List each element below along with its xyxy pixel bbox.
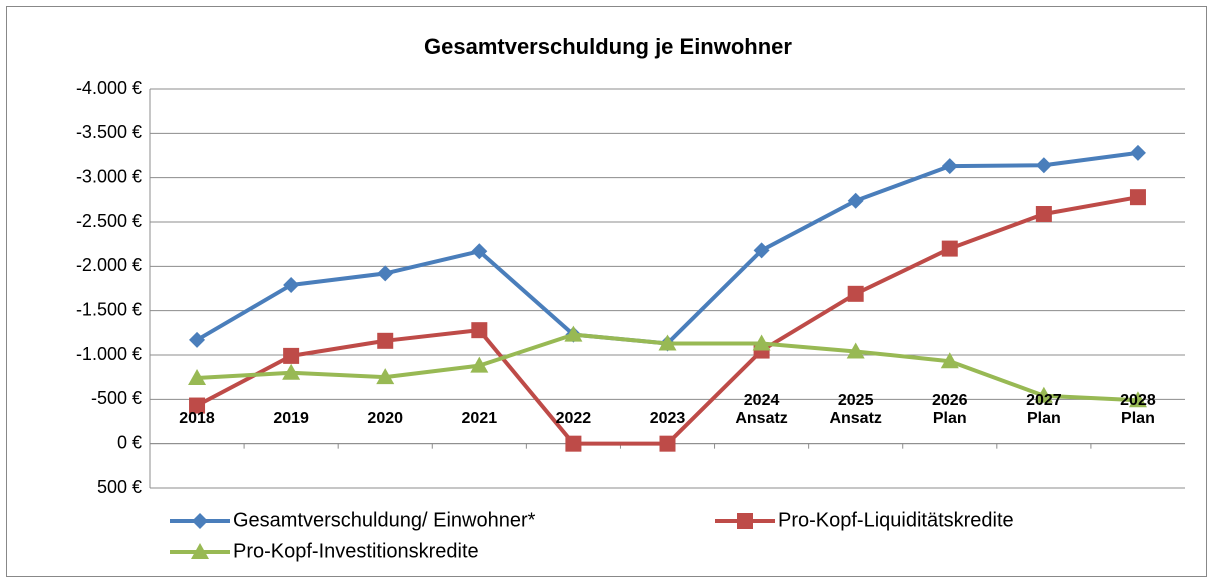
marker (941, 158, 958, 175)
x-tick-label: 2025 Ansatz (829, 391, 882, 427)
marker (188, 369, 207, 386)
marker (470, 356, 489, 373)
marker (283, 276, 300, 293)
x-tick-label: 2021 (461, 409, 498, 427)
marker (941, 240, 958, 257)
marker (1128, 391, 1147, 408)
y-tick-label: 0 € (117, 432, 142, 452)
y-tick-label: 500 € (97, 477, 142, 497)
marker (737, 513, 753, 529)
marker (940, 352, 959, 369)
y-tick-label: -2.500 € (76, 211, 142, 231)
marker (282, 363, 301, 380)
y-tick-label: -3.500 € (76, 122, 142, 142)
marker (376, 368, 395, 385)
marker (752, 334, 771, 351)
marker (659, 435, 676, 452)
chart-title: Gesamtverschuldung je Einwohner (424, 34, 792, 59)
marker (471, 322, 488, 339)
x-tick-label: 2018 (179, 409, 215, 427)
x-tick-label: 2020 (367, 409, 404, 427)
y-tick-label: -1.500 € (76, 299, 142, 319)
x-tick-label: 2023 (649, 409, 686, 427)
x-tick-label: 2019 (273, 409, 309, 427)
marker (1035, 157, 1052, 174)
y-tick-label: -2.000 € (76, 255, 142, 275)
chart-border (6, 6, 1207, 577)
y-tick-label: -500 € (91, 388, 142, 408)
legend-label: Pro-Kopf-Investitionskredite (233, 540, 479, 562)
marker (846, 342, 865, 359)
x-tick-label: 2027 Plan (1026, 391, 1062, 427)
x-tick-label: 2024 Ansatz (735, 391, 788, 427)
marker (1129, 144, 1146, 161)
marker (189, 397, 206, 414)
y-tick-label: -4.000 € (76, 78, 142, 98)
marker (283, 347, 300, 364)
legend-label: Pro-Kopf-Liquiditätskredite (778, 509, 1014, 531)
marker (847, 285, 864, 302)
marker (847, 192, 864, 209)
marker (565, 435, 582, 452)
marker (192, 513, 208, 529)
x-tick-label: 2022 (555, 409, 592, 427)
x-tick-label: 2026 Plan (931, 391, 968, 427)
marker (753, 242, 770, 259)
marker (471, 243, 488, 260)
marker (377, 265, 394, 282)
marker (1035, 206, 1052, 223)
x-tick-label: 2028 Plan (1120, 391, 1156, 427)
marker (1129, 189, 1146, 206)
marker (1034, 386, 1053, 403)
marker (564, 325, 583, 342)
marker (658, 334, 677, 351)
y-tick-label: -1.000 € (76, 344, 142, 364)
marker (191, 543, 209, 559)
marker (377, 332, 394, 349)
legend-label: Gesamtverschuldung/ Einwohner* (233, 509, 536, 531)
y-tick-label: -3.000 € (76, 166, 142, 186)
marker (189, 331, 206, 348)
